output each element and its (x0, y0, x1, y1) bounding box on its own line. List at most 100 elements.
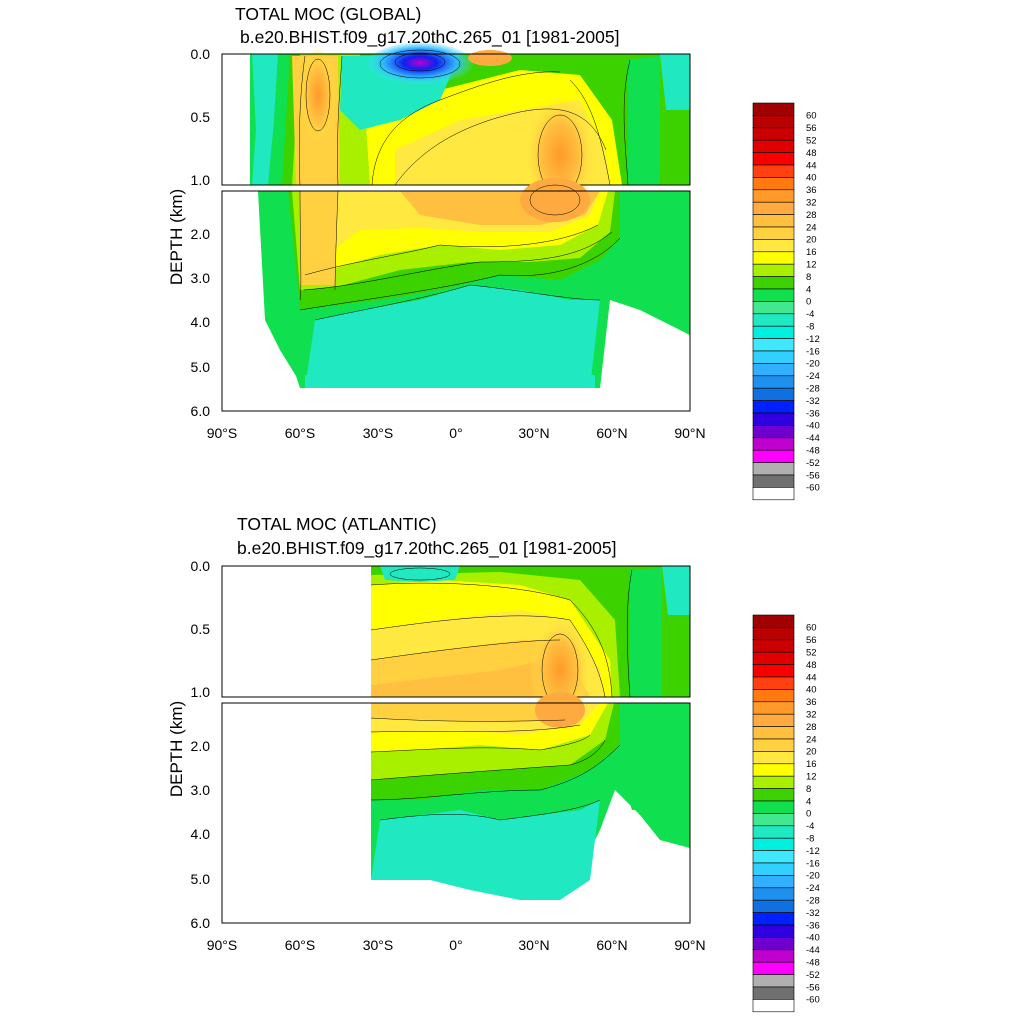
global-colorbar-label: -44 (806, 433, 820, 444)
global-y-label: DEPTH (km) (167, 189, 186, 285)
global-upper-nh-surface-cell (468, 50, 512, 66)
atlantic-lower-teal-north (620, 745, 690, 848)
global-colorbar-swatch (752, 139, 795, 153)
atlantic-y-tick-0: 0.0 (191, 558, 211, 574)
global-colorbar-swatch (752, 350, 795, 364)
atlantic-y-tick-5: 4.0 (191, 826, 211, 842)
atlantic-colorbar-label: -40 (806, 933, 820, 944)
global-colorbar-swatch (752, 375, 795, 389)
global-lower-teal-north (620, 236, 690, 335)
atlantic-x-tick-4: 30°N (518, 937, 549, 953)
panel-atlantic: TOTAL MOC (ATLANTIC) b.e20.BHIST.f09_g17… (167, 514, 820, 1013)
global-colorbar-swatch (752, 474, 795, 488)
global-colorbar-swatch (752, 325, 795, 339)
atlantic-x-axis: 90°S 60°S 30°S 0° 30°N 60°N 90°N (207, 937, 706, 953)
global-y-tick-1: 0.5 (191, 109, 211, 125)
atlantic-colorbar-swatch (752, 875, 795, 889)
global-x-tick-6: 90°N (674, 425, 705, 441)
atlantic-colorbar-swatch (752, 627, 795, 641)
global-colorbar-swatch (752, 189, 795, 203)
global-colorbar-label: 4 (806, 284, 811, 295)
atlantic-upper-green-north (630, 568, 662, 697)
atlantic-lower-orange (371, 703, 580, 722)
atlantic-colorbar-label: -32 (806, 908, 820, 919)
atlantic-colorbar-label: 24 (806, 734, 817, 745)
global-colorbar-label: -20 (806, 359, 820, 370)
global-colorbar-swatch (752, 400, 795, 414)
global-colorbar-label: 56 (806, 123, 817, 134)
global-subtitle: b.e20.BHIST.f09_g17.20thC.265_01 [1981-2… (240, 27, 619, 48)
atlantic-colorbar-label: -24 (806, 883, 820, 894)
global-x-tick-1: 60°S (285, 425, 316, 441)
atlantic-x-tick-2: 30°S (363, 937, 394, 953)
panel-global: TOTAL MOC (GLOBAL) b.e20.BHIST.f09_g17.2… (167, 4, 820, 501)
global-colorbar-label: 16 (806, 247, 817, 258)
global-colorbar-label: 0 (806, 297, 811, 308)
atlantic-colorbar-swatch (752, 899, 795, 913)
atlantic-x-tick-6: 90°N (674, 937, 705, 953)
global-y-tick-5: 4.0 (191, 314, 211, 330)
atlantic-lower-abyssal-negative (371, 800, 600, 900)
atlantic-y-tick-2: 1.0 (191, 684, 211, 700)
global-colorbar-swatch (752, 487, 795, 501)
global-x-tick-0: 90°S (207, 425, 238, 441)
atlantic-colorbar-label: -12 (806, 846, 820, 857)
global-x-tick-4: 30°N (518, 425, 549, 441)
global-y-tick-3: 2.0 (191, 226, 211, 242)
global-colorbar-swatch (752, 239, 795, 253)
global-colorbar-swatch (752, 263, 795, 277)
atlantic-colorbar-swatch (752, 949, 795, 963)
atlantic-colorbar-label: -52 (806, 970, 820, 981)
global-upper-green-north (628, 56, 660, 185)
global-colorbar-swatch (752, 127, 795, 141)
global-colorbar-label: -12 (806, 334, 820, 345)
global-x-tick-5: 60°N (596, 425, 627, 441)
global-lower-plot (221, 178, 691, 412)
global-colorbar-swatch (752, 226, 795, 240)
global-colorbar-swatch (752, 412, 795, 426)
atlantic-colorbar-label: 48 (806, 660, 817, 671)
atlantic-colorbar-label: 4 (806, 796, 811, 807)
global-colorbar-swatch (752, 276, 795, 290)
global-colorbar-swatch (752, 301, 795, 315)
atlantic-colorbar-swatch (752, 961, 795, 975)
atlantic-colorbar-swatch (752, 837, 795, 851)
global-colorbar-swatch (752, 115, 795, 129)
global-lower-orange-south (300, 191, 338, 285)
atlantic-colorbar-swatch (752, 999, 795, 1013)
global-colorbar-swatch (752, 449, 795, 463)
atlantic-upper-orange-low (371, 660, 575, 697)
atlantic-y-axis: 0.0 0.5 1.0 2.0 3.0 4.0 5.0 6.0 DEPTH (k… (167, 558, 210, 931)
global-colorbar-label: -4 (806, 309, 814, 320)
global-y-tick-2: 1.0 (191, 172, 211, 188)
atlantic-colorbar-swatch (752, 986, 795, 1000)
atlantic-colorbar-label: 60 (806, 623, 817, 634)
atlantic-colorbar-label: -60 (806, 995, 820, 1006)
global-colorbar-label: 60 (806, 111, 817, 122)
atlantic-y-label: DEPTH (km) (167, 701, 186, 797)
atlantic-colorbar-label: 28 (806, 722, 817, 733)
global-colorbar-label: 40 (806, 173, 817, 184)
global-colorbar-swatch (752, 425, 795, 439)
global-colorbar-label: 28 (806, 210, 817, 221)
atlantic-colorbar-label: -8 (806, 834, 814, 845)
global-colorbar-label: -24 (806, 371, 820, 382)
atlantic-colorbar-swatch (752, 651, 795, 665)
atlantic-colorbar-swatch (752, 751, 795, 765)
global-upper-teal-south (252, 54, 278, 185)
atlantic-x-tick-5: 60°N (596, 937, 627, 953)
global-colorbar-swatch (752, 288, 795, 302)
global-upper-cell-south (300, 47, 336, 143)
atlantic-lower-plot (221, 692, 691, 924)
global-lower-abyssal-bottom (305, 375, 595, 388)
atlantic-lower-contours (370, 717, 621, 821)
atlantic-colorbar-label: 44 (806, 672, 817, 683)
atlantic-upper-teal-north (662, 566, 690, 615)
atlantic-colorbar-swatch (752, 825, 795, 839)
global-colorbar-label: 8 (806, 272, 811, 283)
atlantic-y-tick-1: 0.5 (191, 621, 211, 637)
atlantic-y-tick-4: 3.0 (191, 782, 211, 798)
global-lower-abyssal-negative (305, 285, 600, 388)
atlantic-colorbar-swatch (752, 689, 795, 703)
